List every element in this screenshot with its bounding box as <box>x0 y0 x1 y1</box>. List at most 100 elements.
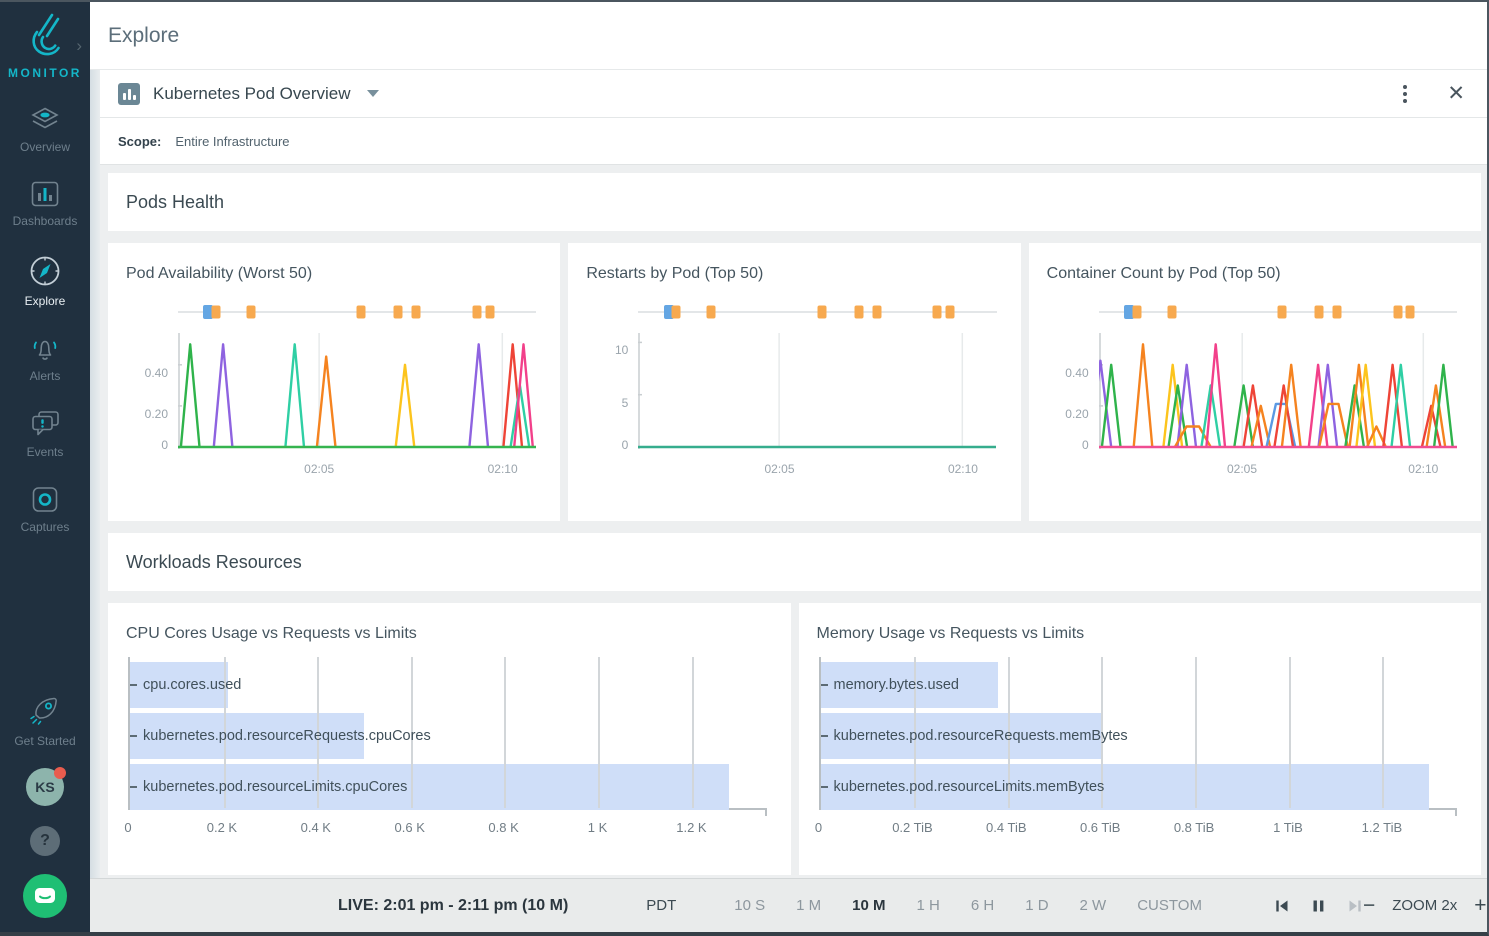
scope-bar[interactable]: Scope: Entire Infrastructure <box>100 118 1487 165</box>
kebab-menu-icon[interactable] <box>1399 81 1411 107</box>
chart-title: Restarts by Pod (Top 50) <box>586 265 764 282</box>
sidebar-item-label: Captures <box>20 520 70 534</box>
chart-plot[interactable] <box>178 333 536 454</box>
chart-title: CPU Cores Usage vs Requests vs Limits <box>126 625 417 642</box>
zoom-in-button[interactable]: + <box>1474 894 1487 917</box>
event-marker[interactable] <box>671 305 681 319</box>
sidebar-item-events[interactable]: Events <box>0 410 90 459</box>
sidebar-item-label: Alerts <box>29 369 61 383</box>
range-custom[interactable]: CUSTOM <box>1137 897 1202 914</box>
event-marker[interactable] <box>1277 305 1287 319</box>
sidebar-item-label: Overview <box>19 140 70 154</box>
bar-plot[interactable]: cpu.cores.used kubernetes.pod.resourceRe… <box>128 657 767 816</box>
sidebar-item-explore[interactable]: Explore <box>0 255 90 308</box>
zoom-controls: − ZOOM 2x + <box>1363 895 1487 916</box>
range-6h[interactable]: 6 H <box>970 897 995 914</box>
chart-card-container-count: Container Count by Pod (Top 50) 0.40 0.20… <box>1028 243 1481 521</box>
event-marker[interactable] <box>246 305 256 319</box>
event-marker[interactable] <box>203 305 214 319</box>
event-marker[interactable] <box>1314 305 1324 319</box>
sidebar-item-alerts[interactable]: Alerts <box>0 335 90 383</box>
avatar-initials: KS <box>35 779 55 795</box>
bar-row[interactable]: kubernetes.pod.resourceLimits.cpuCores <box>130 764 767 810</box>
event-strip[interactable] <box>178 299 537 325</box>
event-marker[interactable] <box>485 305 495 319</box>
bar-row[interactable]: kubernetes.pod.resourceLimits.memBytes <box>820 764 1458 810</box>
event-marker[interactable] <box>872 305 882 319</box>
dashboard-content: Pods Health Pod Availability (Worst 50) … <box>100 165 1487 878</box>
range-1d[interactable]: 1 D <box>1025 897 1049 914</box>
event-marker[interactable] <box>1124 305 1135 319</box>
chart-title: Memory Usage vs Requests vs Limits <box>816 625 1085 642</box>
chart-plot[interactable] <box>1088 333 1457 454</box>
x-axis-labels: 02:05 02:10 <box>1226 462 1439 476</box>
panel-header: Kubernetes Pod Overview ✕ <box>100 70 1487 118</box>
notification-dot <box>54 767 66 779</box>
event-marker[interactable] <box>211 305 221 319</box>
chat-button[interactable] <box>23 874 67 918</box>
workloads-row: CPU Cores Usage vs Requests vs Limits cp… <box>108 603 1481 875</box>
sidebar-expand-icon[interactable]: › <box>76 36 82 55</box>
help-question-icon: ? <box>40 832 50 849</box>
range-1m[interactable]: 1 M <box>796 897 822 914</box>
event-marker[interactable] <box>663 305 674 319</box>
range-2w[interactable]: 2 W <box>1079 897 1107 914</box>
zoom-out-button[interactable]: − <box>1362 894 1376 917</box>
bar-row[interactable]: kubernetes.pod.resourceRequests.cpuCores <box>130 713 767 759</box>
event-marker[interactable] <box>1332 305 1342 319</box>
timezone-button[interactable]: PDT <box>646 897 677 914</box>
event-marker[interactable] <box>411 305 421 319</box>
event-marker[interactable] <box>817 305 827 319</box>
range-10m[interactable]: 10 M <box>852 897 886 914</box>
sidebar-item-label: Events <box>26 445 64 459</box>
events-icon <box>32 411 59 436</box>
bar-label: kubernetes.pod.resourceLimits.memBytes <box>833 779 1105 795</box>
event-marker[interactable] <box>1132 305 1142 319</box>
event-marker[interactable] <box>472 305 482 319</box>
bar-plot[interactable]: memory.bytes.used kubernetes.pod.resourc… <box>818 657 1458 816</box>
user-avatar[interactable]: KS <box>26 767 66 806</box>
event-marker[interactable] <box>706 305 716 319</box>
chevron-down-icon[interactable] <box>366 90 379 97</box>
sidebar-item-dashboards[interactable]: Dashboards <box>0 181 90 228</box>
skip-back-icon[interactable] <box>1274 898 1290 914</box>
x-axis-labels: 0 0.2 TiB 0.4 TiB 0.6 TiB 0.8 TiB 1 TiB 1.2 Ti… <box>814 820 1403 835</box>
event-marker[interactable] <box>356 305 366 319</box>
monitor-logo-icon <box>32 13 60 56</box>
event-marker[interactable] <box>854 305 864 319</box>
sidebar-footer: Get Started KS ? <box>0 694 90 932</box>
range-1h[interactable]: 1 H <box>916 897 940 914</box>
sidebar-item-captures[interactable]: Captures <box>0 486 90 534</box>
event-marker[interactable] <box>393 305 403 319</box>
bar-row[interactable]: kubernetes.pod.resourceRequests.memBytes <box>820 713 1458 759</box>
dashboard-panel: Kubernetes Pod Overview ✕ Scope: Entire … <box>100 70 1487 878</box>
event-strip[interactable] <box>1098 299 1457 325</box>
event-marker[interactable] <box>932 305 942 319</box>
bar-row[interactable]: memory.bytes.used <box>820 662 1458 708</box>
dashboard-title: Kubernetes Pod Overview <box>153 83 351 103</box>
event-marker[interactable] <box>1405 305 1415 319</box>
event-marker[interactable] <box>1393 305 1402 319</box>
top-header: Explore <box>90 2 1487 70</box>
sidebar-item-overview[interactable]: Overview <box>0 107 90 154</box>
event-marker[interactable] <box>945 305 955 319</box>
event-marker[interactable] <box>1167 305 1177 319</box>
pause-icon[interactable] <box>1311 898 1326 914</box>
time-range-selector: 10 S 1 M 10 M 1 H 6 H 1 D 2 W CUSTOM <box>734 897 1202 914</box>
monitor-logo[interactable]: › MONITOR <box>0 2 90 80</box>
skip-forward-icon[interactable] <box>1347 898 1363 914</box>
main-area: Explore Kubernetes Pod Overview ✕ Scope:… <box>90 2 1487 932</box>
bell-icon <box>33 340 57 360</box>
chart-plot[interactable] <box>638 333 997 454</box>
live-time-range[interactable]: LIVE: 2:01 pm - 2:11 pm (10 M) <box>338 896 569 914</box>
event-strip[interactable] <box>638 299 997 325</box>
panel-edge-strip <box>90 70 100 878</box>
range-10s[interactable]: 10 S <box>734 897 766 914</box>
pods-health-row: Pod Availability (Worst 50) 0.40 0.20 0 02… <box>108 243 1481 521</box>
get-started-button[interactable]: Get Started <box>0 694 90 748</box>
help-button[interactable]: ? <box>30 826 60 856</box>
bar-row[interactable]: cpu.cores.used <box>130 662 767 708</box>
close-icon[interactable]: ✕ <box>1447 82 1465 105</box>
monitor-logo-text: MONITOR <box>8 66 82 80</box>
